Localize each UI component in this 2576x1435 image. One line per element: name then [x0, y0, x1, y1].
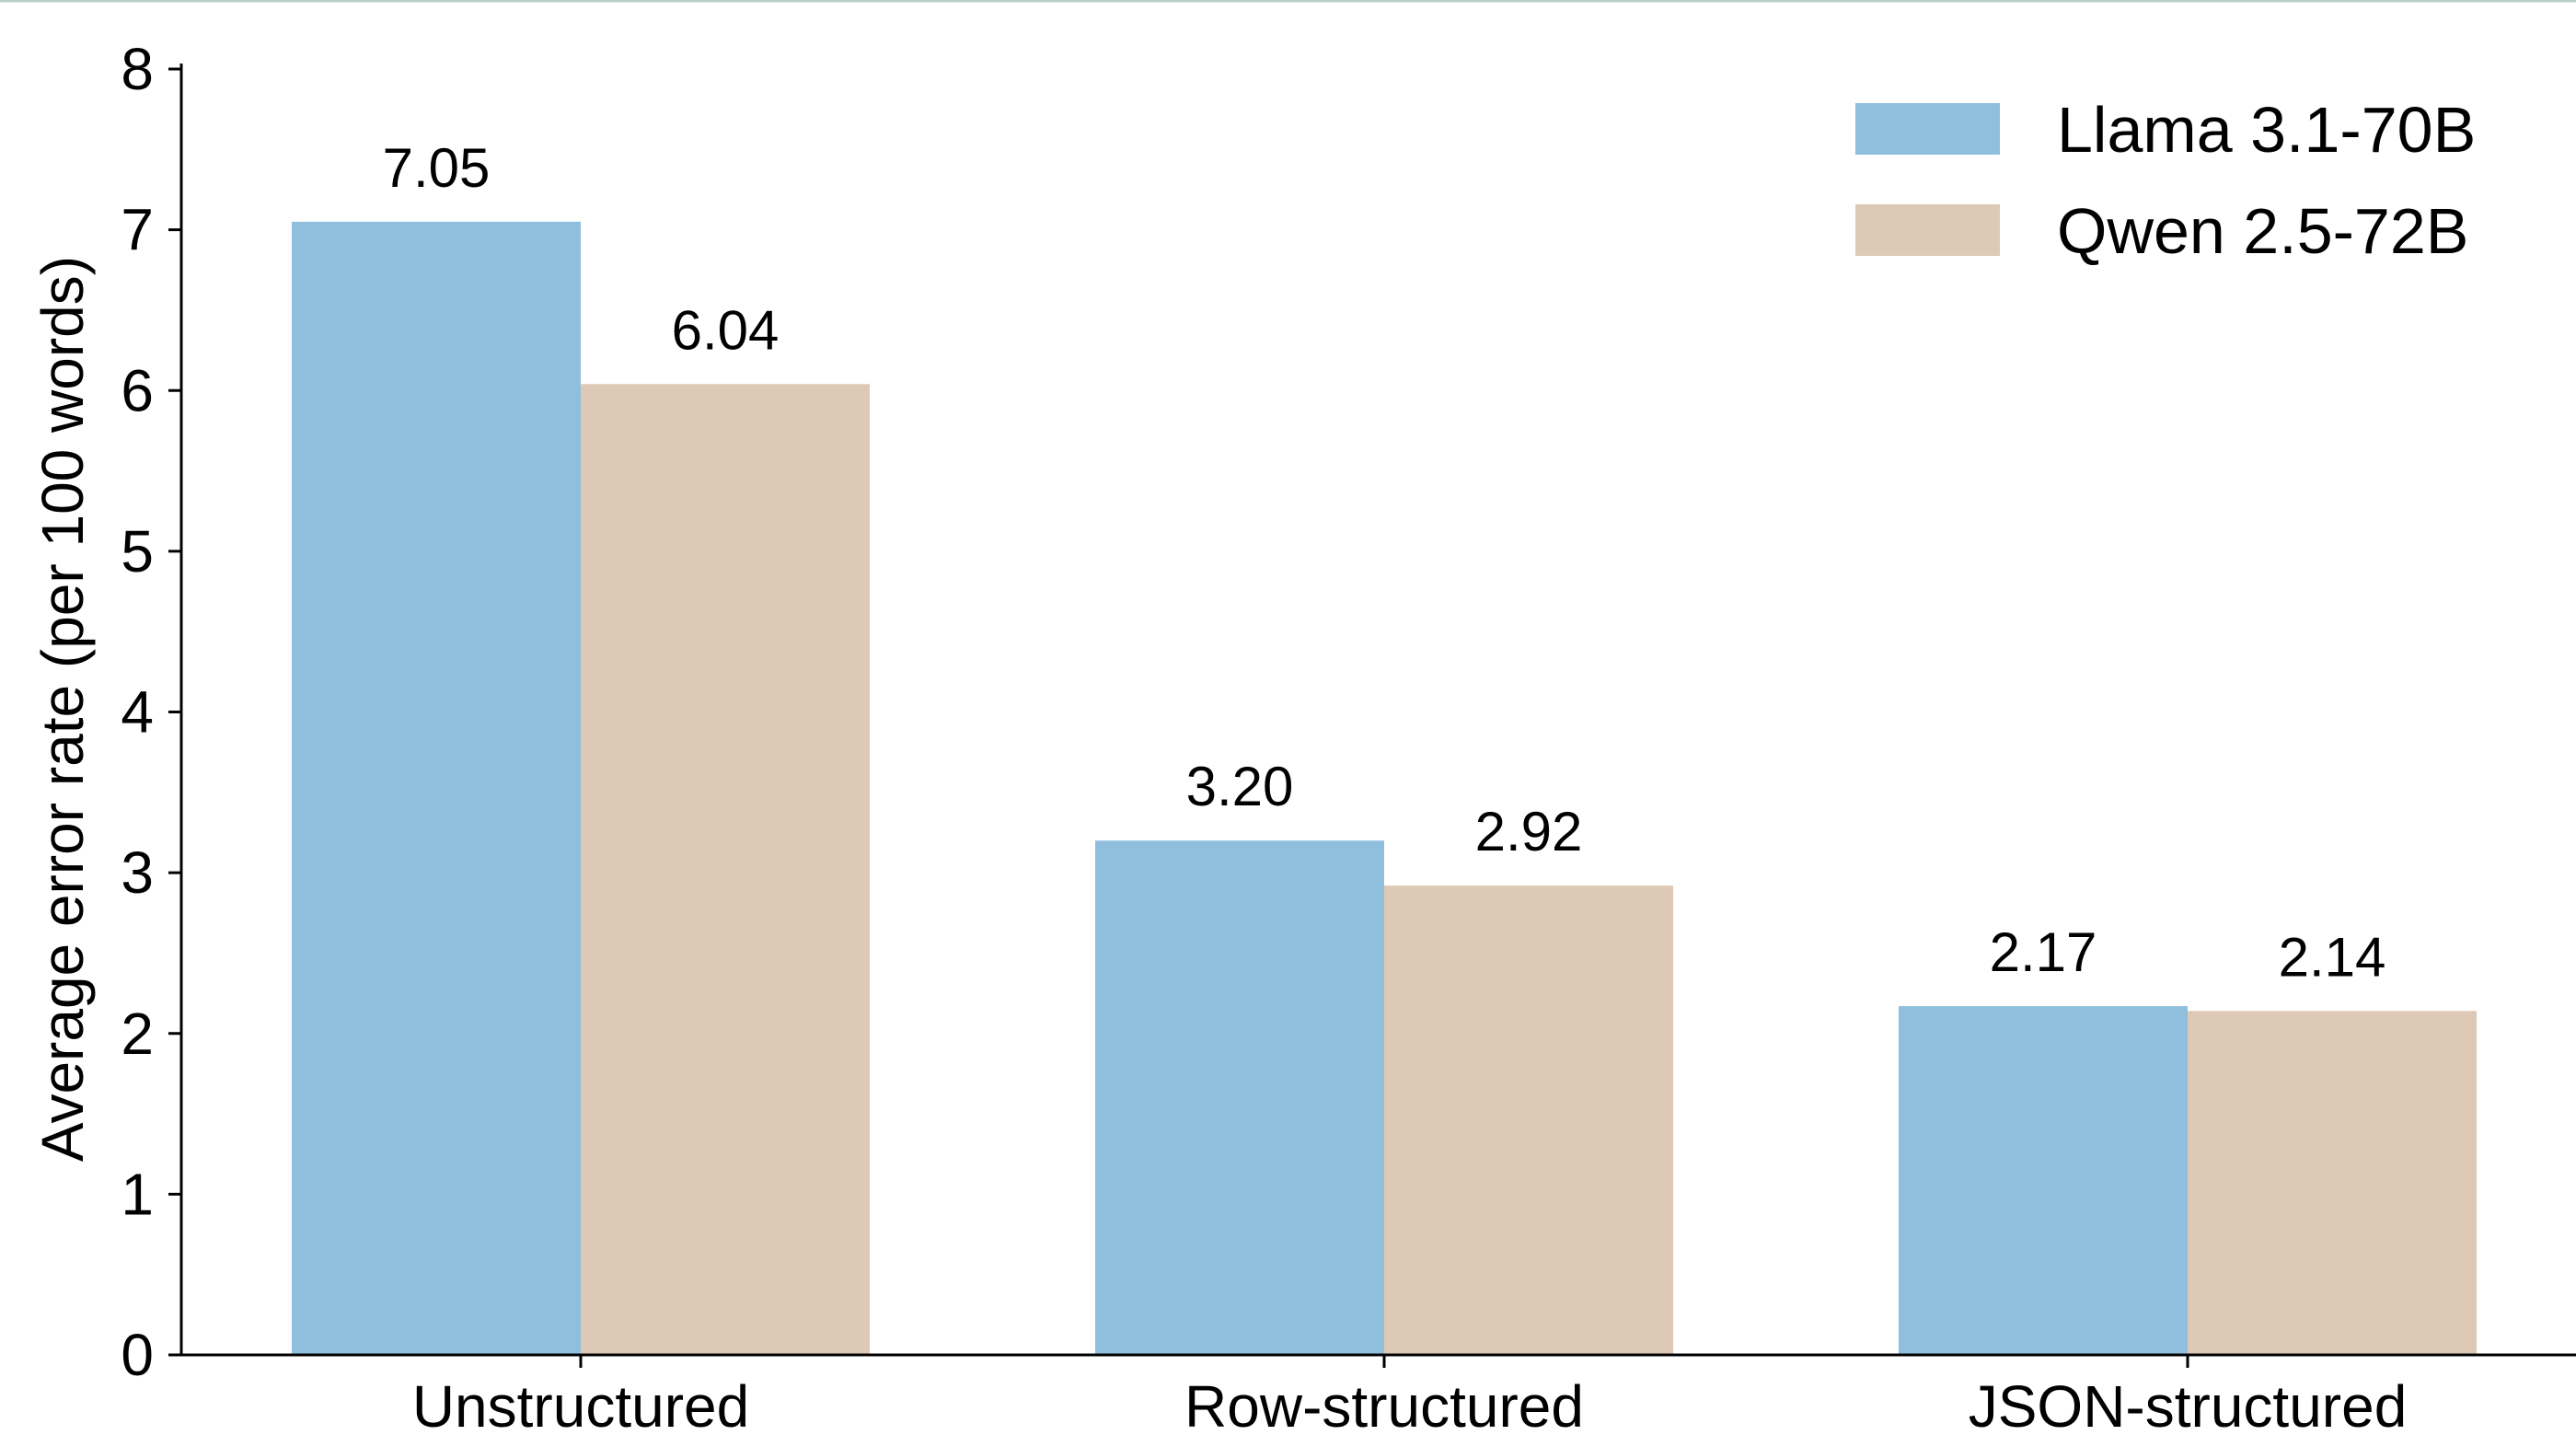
legend: Llama 3.1-70B Qwen 2.5-72B — [1855, 94, 2476, 267]
bar-unstructured-series-1 — [581, 384, 870, 1355]
legend-swatch — [1855, 103, 2000, 155]
y-tick-label: 3 — [121, 839, 154, 906]
y-tick-label: 2 — [121, 1001, 154, 1067]
y-tick-label: 1 — [121, 1161, 154, 1227]
bar-json-structured-series-1 — [2188, 1011, 2477, 1355]
legend-label: Llama 3.1-70B — [2057, 94, 2476, 166]
bar-json-structured-series-0 — [1899, 1006, 2188, 1355]
y-tick-label: 5 — [121, 518, 154, 584]
x-tick-label: Row-structured — [1184, 1373, 1584, 1430]
legend-swatch — [1855, 204, 2000, 256]
y-tick-label: 6 — [121, 357, 154, 423]
bar-value-label: 2.17 — [1990, 921, 2097, 983]
bar-value-label: 2.92 — [1475, 801, 1583, 862]
bar-value-label: 2.14 — [2279, 926, 2386, 988]
y-tick-label: 7 — [121, 197, 154, 263]
bar-row-structured-series-1 — [1384, 885, 1673, 1355]
bar-value-label: 7.05 — [383, 137, 491, 199]
y-tick-label: 8 — [121, 36, 154, 102]
bar-row-structured-series-0 — [1095, 840, 1384, 1355]
y-axis-title: Average error rate (per 100 words) — [29, 256, 96, 1162]
x-tick-label: Unstructured — [412, 1373, 749, 1430]
axes-layer: 0 1 2 3 4 5 6 7 8 Unstructured Row-structured JSON-… — [121, 36, 2576, 1435]
bar-unstructured-series-0 — [292, 221, 581, 1355]
bars-layer — [292, 221, 2477, 1355]
bar-labels-layer: 7.05 3.20 2.17 6.04 2.92 2.14 — [383, 137, 2386, 988]
bar-value-label: 6.04 — [672, 299, 780, 361]
x-tick-label: JSON-structured — [1969, 1373, 2408, 1430]
bar-value-label: 3.20 — [1186, 756, 1294, 817]
y-tick-label: 4 — [121, 679, 154, 746]
legend-label: Qwen 2.5-72B — [2057, 195, 2468, 267]
y-tick-label: 0 — [121, 1322, 154, 1388]
